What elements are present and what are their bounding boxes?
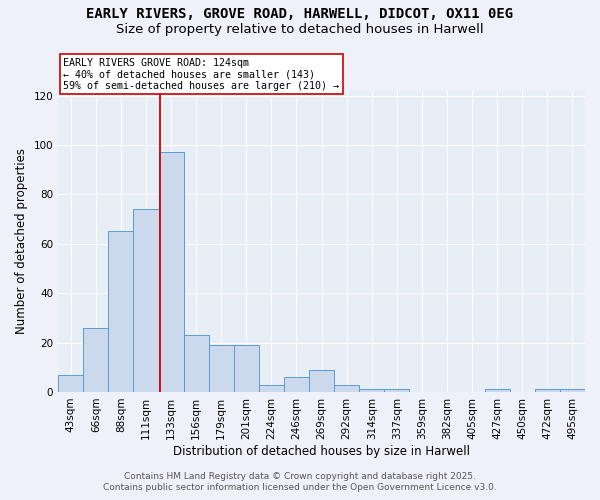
Bar [133, 209, 158, 392]
X-axis label: Distribution of detached houses by size in Harwell: Distribution of detached houses by size … [173, 444, 470, 458]
Bar [109, 232, 133, 392]
Text: EARLY RIVERS, GROVE ROAD, HARWELL, DIDCOT, OX11 0EG: EARLY RIVERS, GROVE ROAD, HARWELL, DIDCO… [86, 8, 514, 22]
Bar [259, 384, 284, 392]
Bar [535, 390, 560, 392]
Bar [334, 384, 359, 392]
Bar [560, 390, 585, 392]
Bar [359, 390, 385, 392]
Bar [209, 345, 234, 392]
Bar [309, 370, 334, 392]
Y-axis label: Number of detached properties: Number of detached properties [15, 148, 28, 334]
Bar [284, 377, 309, 392]
Bar [158, 152, 184, 392]
Bar [184, 335, 209, 392]
Bar [234, 345, 259, 392]
Bar [385, 390, 409, 392]
Bar [83, 328, 109, 392]
Bar [58, 374, 83, 392]
Text: EARLY RIVERS GROVE ROAD: 124sqm
← 40% of detached houses are smaller (143)
59% o: EARLY RIVERS GROVE ROAD: 124sqm ← 40% of… [64, 58, 340, 90]
Text: Size of property relative to detached houses in Harwell: Size of property relative to detached ho… [116, 22, 484, 36]
Bar [485, 390, 510, 392]
Text: Contains HM Land Registry data © Crown copyright and database right 2025.
Contai: Contains HM Land Registry data © Crown c… [103, 472, 497, 492]
